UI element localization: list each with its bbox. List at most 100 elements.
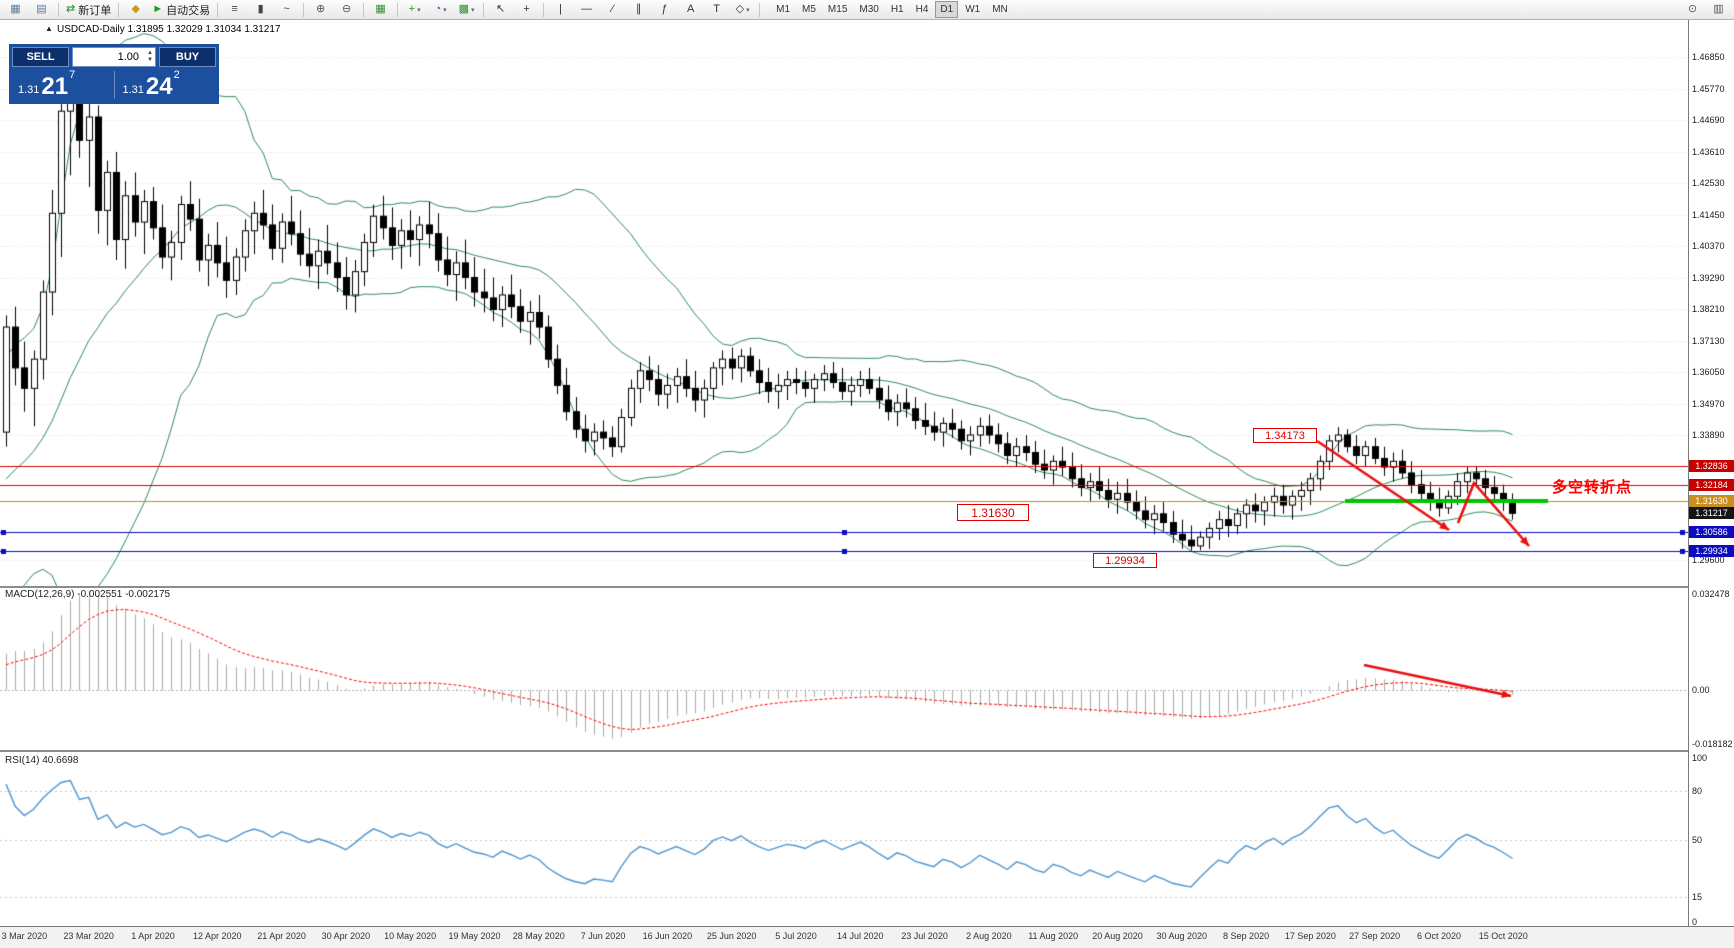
- timeframe-m5[interactable]: M5: [802, 4, 816, 15]
- sell-button[interactable]: SELL: [12, 47, 69, 67]
- zoom-out-icon: ⊖: [342, 3, 352, 15]
- date-axis-label: 30 Aug 2020: [1156, 931, 1208, 941]
- new-order-button[interactable]: ⇄ 新订单: [63, 0, 114, 19]
- date-axis-label: 23 Jul 2020: [901, 931, 948, 941]
- trade-panel-divider: [113, 71, 115, 99]
- timeframe-h1[interactable]: H1: [890, 4, 904, 15]
- buy-button[interactable]: BUY: [159, 47, 216, 67]
- layout-icon[interactable]: ▥: [1706, 0, 1731, 19]
- templates-icon: ▩: [458, 3, 470, 15]
- panel-divider-macd[interactable]: [0, 586, 1734, 588]
- price-label-support[interactable]: 1.31630: [957, 504, 1029, 521]
- buy-price-display: 1.31 24 2: [117, 69, 217, 101]
- date-axis-label: 21 Apr 2020: [257, 931, 306, 941]
- volume-up-icon[interactable]: ▲: [147, 50, 153, 56]
- text-icon: A: [686, 3, 695, 15]
- volume-stepper[interactable]: ▲ ▼: [147, 50, 153, 64]
- price-axis-label: 1.45770: [1692, 83, 1725, 94]
- shapes-icon[interactable]: ◇ ▾: [730, 0, 755, 19]
- date-axis-label: 28 May 2020: [512, 931, 565, 941]
- volume-value: 1.00: [117, 51, 139, 63]
- sell-price-sup: 7: [69, 69, 76, 81]
- date-axis-label: 15 Oct 2020: [1478, 931, 1528, 941]
- horizontal-line-icon: —: [581, 3, 593, 15]
- date-axis-label: 14 Jul 2020: [836, 931, 884, 941]
- timeframe-w1[interactable]: W1: [965, 4, 981, 15]
- crosshair-icon: +: [523, 3, 530, 15]
- metaeditor-icon[interactable]: ◆: [123, 0, 148, 19]
- date-axis-label: 19 May 2020: [448, 931, 501, 941]
- price-label-low[interactable]: 1.29934: [1093, 553, 1157, 568]
- volume-down-icon[interactable]: ▼: [147, 57, 153, 63]
- fibonacci-icon[interactable]: ƒ: [652, 0, 677, 19]
- toolbar-separator: [303, 2, 305, 17]
- price-axis[interactable]: 1.46850 1.45770 1.44690 1.43610 1.42530 1.414…: [1688, 20, 1734, 927]
- crosshair-icon[interactable]: +: [514, 0, 539, 19]
- sell-price-big: 21: [41, 73, 69, 100]
- channel-icon[interactable]: ∥: [626, 0, 651, 19]
- rsi-indicator-label: RSI(14) 40.6698: [5, 755, 79, 766]
- date-axis-label: 20 Aug 2020: [1092, 931, 1143, 941]
- indicators-icon: +: [408, 3, 416, 15]
- timeframe-mn[interactable]: MN: [992, 4, 1008, 15]
- timeframe-m1[interactable]: M1: [776, 4, 791, 15]
- date-axis-label: 6 Oct 2020: [1416, 931, 1461, 941]
- main-chart-canvas[interactable]: [0, 20, 1688, 586]
- profiles-icon[interactable]: ▤: [29, 0, 54, 19]
- bars-chart-icon[interactable]: ≡: [222, 0, 247, 19]
- price-axis-badge: 1.29934: [1689, 544, 1734, 557]
- timeframe-m15[interactable]: M15: [827, 4, 848, 15]
- rsi-axis-label: 15: [1692, 892, 1703, 903]
- turning-point-text[interactable]: 多空转折点: [1552, 479, 1633, 496]
- sell-price-prefix: 1.31: [18, 84, 40, 96]
- date-axis-label: 12 Apr 2020: [192, 931, 242, 941]
- text-icon[interactable]: A: [678, 0, 703, 19]
- date-axis-label: 27 Sep 2020: [1349, 931, 1401, 941]
- search-icon[interactable]: ⊙: [1680, 0, 1705, 19]
- date-axis-label: 10 May 2020: [384, 931, 437, 941]
- rsi-axis-label: 0: [1692, 917, 1698, 927]
- toolbar-separator: [363, 2, 365, 17]
- timeframe-m30[interactable]: M30: [859, 4, 879, 15]
- timeframe-d1[interactable]: D1: [935, 1, 959, 18]
- candlestick-chart-icon[interactable]: ▮: [248, 0, 273, 19]
- zoom-out-icon[interactable]: ⊖: [334, 0, 359, 19]
- one-click-collapse-toggle[interactable]: ▲: [45, 24, 53, 33]
- rsi-axis-label: 80: [1692, 785, 1703, 796]
- auto-trade-button-label: 自动交易: [166, 4, 211, 17]
- new-chart-icon[interactable]: ▦: [3, 0, 28, 19]
- vertical-line-icon[interactable]: |: [548, 0, 573, 19]
- price-axis-label: 1.38210: [1692, 304, 1725, 315]
- bars-chart-icon: ≡: [231, 3, 238, 15]
- main-toolbar: ▦ ▤ ⇄ 新订单 ◆ ► 自动交易 ≡ ▮ ~ ⊕ ⊖ ▦ + ▾ ◔ ▾ ▩ ▾ ↖ + | — ∕ ∥ ƒ A T ◇ ▾ M1 M5 M…: [0, 0, 1734, 20]
- toolbar-separator: [483, 2, 485, 17]
- price-axis-badge: 1.32184: [1689, 479, 1734, 492]
- line-chart-icon[interactable]: ~: [274, 0, 299, 19]
- macd-panel-canvas[interactable]: [0, 588, 1688, 750]
- date-axis-label: 8 Sep 2020: [1223, 931, 1270, 941]
- cursor-icon[interactable]: ↖: [488, 0, 513, 19]
- date-axis[interactable]: 3 Mar 2020 23 Mar 2020 1 Apr 2020 12 Apr 20…: [0, 926, 1734, 948]
- volume-input[interactable]: 1.00 ▲ ▼: [72, 47, 156, 67]
- toolbar-separator: [759, 2, 761, 17]
- periods-icon[interactable]: ◔ ▾: [428, 0, 453, 19]
- zoom-in-icon[interactable]: ⊕: [308, 0, 333, 19]
- price-axis-label: 1.42530: [1692, 178, 1725, 189]
- tile-windows-icon[interactable]: ▦: [368, 0, 393, 19]
- line-chart-icon: ~: [283, 3, 290, 15]
- price-label-peak[interactable]: 1.34173: [1253, 428, 1317, 443]
- panel-divider-rsi[interactable]: [0, 750, 1734, 752]
- chevron-down-icon: ▾: [417, 6, 421, 14]
- indicators-icon[interactable]: + ▾: [402, 0, 427, 19]
- timeframe-h4[interactable]: H4: [915, 4, 929, 15]
- macd-axis-label: 0.00: [1692, 685, 1710, 696]
- templates-icon[interactable]: ▩ ▾: [454, 0, 479, 19]
- horizontal-line-icon[interactable]: —: [574, 0, 599, 19]
- date-axis-label: 11 Aug 2020: [1028, 931, 1079, 941]
- label-icon[interactable]: T: [704, 0, 729, 19]
- price-axis-label: 1.41450: [1692, 209, 1725, 220]
- rsi-panel-canvas[interactable]: [0, 752, 1688, 926]
- trendline-icon[interactable]: ∕: [600, 0, 625, 19]
- auto-trade-button[interactable]: ► 自动交易: [149, 0, 213, 19]
